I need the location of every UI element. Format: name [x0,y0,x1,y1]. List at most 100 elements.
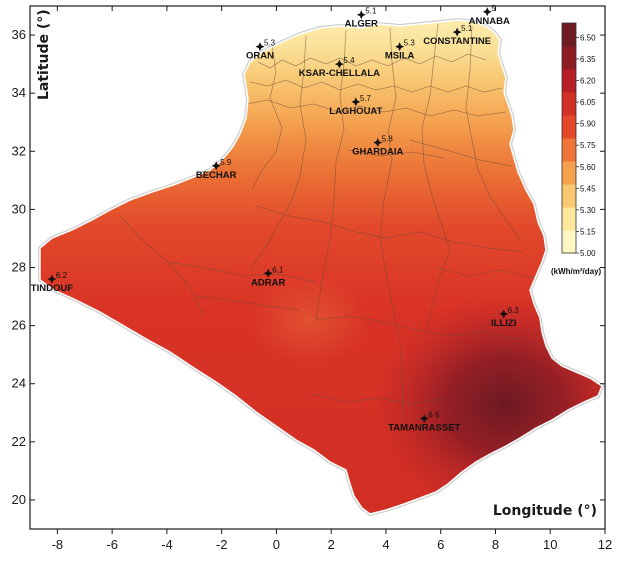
city-name: ALGER [345,19,378,30]
colorbar-tick-label: 5.15 [580,227,596,236]
province-border-12 [255,205,525,253]
province-border-3 [245,99,507,117]
x-tick-label: 4 [382,537,389,552]
province-borders [119,23,535,421]
city-value: 6.3 [508,306,520,315]
province-border-4 [251,43,283,191]
city-name: MSILA [385,51,415,62]
x-tick-label: 6 [437,537,444,552]
x-tick-label: 2 [328,537,335,552]
colorbar-ticks: 5.00 5.15 5.30 5.45 5.60 5.75 5.90 6.05 6.20 6.35… [576,33,596,258]
province-border-17 [311,393,447,405]
province-border-14 [167,261,317,283]
star-marker-icon [419,414,429,424]
star-marker-icon [334,59,344,69]
city-tamanrasset: 6.6 TAMANRASSET [388,411,460,434]
province-border-8 [421,23,451,331]
y-tick-label: 28 [12,260,26,275]
city-value: 6.2 [56,271,68,280]
star-marker-icon [499,309,509,319]
colorbar: 5.00 5.15 5.30 5.45 5.60 5.75 5.90 6.05 6.20 6.35… [551,22,602,276]
colorbar-tick-label: 5.00 [580,249,596,258]
colorbar-band [562,138,576,162]
x-axis-ticks: -8 -6 -4 -2 0 2 4 6 8 10 12 [52,6,612,552]
colorbar-bands [562,23,576,254]
colorbar-tick-label: 6.05 [580,98,596,107]
y-tick-label: 32 [12,143,26,158]
city-value: 5.3 [404,39,416,48]
city-name: BECHAR [196,170,237,181]
city-value: 5.8 [382,135,394,144]
city-alger: 5.1 ALGER [345,7,378,30]
city-value: 5.3 [264,39,276,48]
city-name: ADRAR [251,277,285,288]
city-name: GHARDAIA [352,147,403,158]
colorbar-tick-label: 6.20 [580,77,596,86]
colorbar-band [562,69,576,93]
province-border-11 [347,149,445,159]
star-marker-icon [373,138,383,148]
y-tick-label: 26 [12,318,26,333]
city-name: TAMANRASSET [388,423,460,434]
colorbar-band [562,184,576,208]
city-value: 6.1 [272,265,284,274]
star-marker-icon [395,42,405,52]
x-tick-label: -6 [106,537,118,552]
x-tick-label: 8 [492,537,499,552]
y-tick-label: 34 [12,85,26,100]
star-marker-icon [356,10,366,20]
province-border-16 [315,315,521,341]
star-marker-icon [351,97,361,107]
y-tick-label: 30 [12,201,26,216]
city-tindouf: 6.2 TINDOUF [31,271,73,294]
province-border-10 [409,139,513,167]
city-value: 5.9 [220,158,232,167]
x-tick-label: 12 [598,537,612,552]
province-border-18 [195,295,301,311]
y-tick-label: 36 [12,27,26,42]
colorbar-band [562,46,576,70]
city-msila: 5.3 MSILA [385,39,415,62]
city-value: 5.4 [343,56,355,65]
star-marker-icon [47,274,57,284]
city-adrar: 6.1 ADRAR [251,265,285,288]
colorbar-band [562,207,576,231]
y-tick-label: 24 [12,376,26,391]
city-bechar: 5.9 BECHAR [196,158,237,181]
y-axis-title: Latitude (°) [36,9,52,100]
province-border-5 [249,35,307,271]
y-axis-ticks: 20 22 24 26 28 30 32 34 36 [12,27,605,507]
colorbar-unit-label: (kWh/m²/day) [551,267,602,276]
city-illizi: 6.3 ILLIZI [491,306,519,329]
country-outline [39,19,603,515]
colorbar-band [562,230,576,254]
city-name: ORAN [246,51,274,62]
colorbar-band [562,115,576,139]
colorbar-band [562,23,576,47]
city-constantine: 5.1 CONSTANTINE [423,24,491,47]
city-value: 5 [491,4,496,13]
city-value: 5.1 [365,7,377,16]
y-tick-label: 20 [12,492,26,507]
province-border-7 [379,27,405,421]
colorbar-tick-label: 5.45 [580,184,596,193]
colorbar-band [562,92,576,116]
colorbar-band [562,161,576,185]
province-border-15 [437,267,535,279]
x-tick-label: -4 [161,537,173,552]
x-tick-label: -8 [52,537,64,552]
province-border-9 [465,25,521,241]
star-marker-icon [211,161,221,171]
province-border-1 [257,53,487,69]
city-markers: 5.1ALGER5ANNABA5.1CONSTANTINE5.3ORAN5.3M… [31,4,520,434]
warm-area-center [250,275,370,365]
star-marker-icon [482,7,492,17]
star-marker-icon [263,268,273,278]
colorbar-frame [561,22,577,254]
star-marker-icon [255,42,265,52]
city-oran: 5.3 ORAN [246,39,276,62]
city-value: 5.7 [360,94,372,103]
city-value: 5.1 [461,24,473,33]
